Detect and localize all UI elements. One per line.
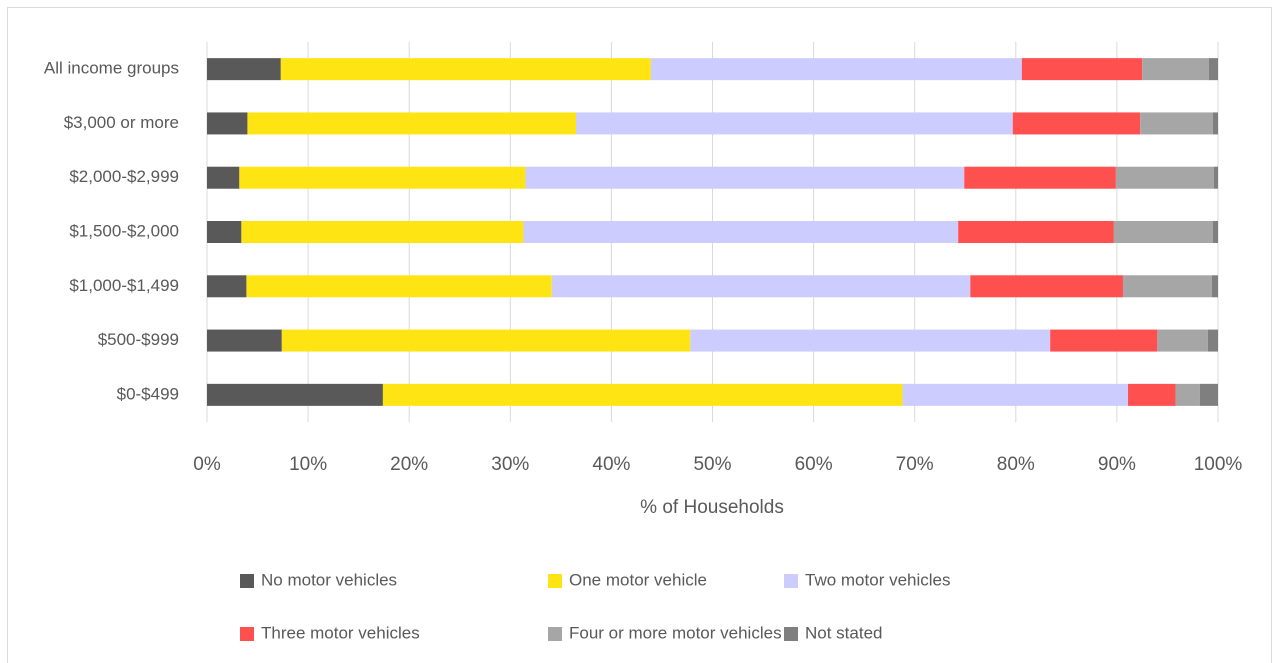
bar-segment [1113,221,1213,243]
bar-segment [1142,58,1209,81]
bar-segment [525,166,965,189]
bar-segment [207,383,383,406]
bar-segment [650,58,1022,81]
legend-swatch [548,627,562,641]
bar-segment [246,275,552,298]
bar-segment [1207,329,1218,352]
x-tick-label: 100% [1194,454,1243,475]
bar-segment [1115,166,1214,189]
legend-label: Not stated [805,623,883,642]
bar-segment [207,112,248,135]
bar-segment [970,275,1123,298]
x-tick-label: 90% [1098,454,1136,475]
legend-label: Four or more motor vehicles [569,623,782,642]
bar-segment [239,166,526,189]
legend-swatch [784,574,798,588]
x-tick-label: 80% [997,454,1035,475]
bar-segment [1208,58,1218,81]
bar-segment [1157,329,1208,352]
x-tick-label: 20% [390,454,428,475]
bar-segment [207,58,281,81]
bar-segment [964,166,1116,189]
legend-label: Two motor vehicles [805,570,951,589]
x-tick-label: 50% [693,454,731,475]
legend-label: One motor vehicle [569,570,707,589]
y-tick-label: $1,000-$1,499 [69,276,179,295]
bar-segment [1211,275,1218,298]
bar-segment [1213,166,1218,189]
bar-segment [1122,275,1212,298]
bar-segment [902,383,1129,406]
y-tick-label: $0-$499 [117,384,179,403]
legend-swatch [240,574,254,588]
legend-label: No motor vehicles [261,570,397,589]
x-tick-label: 30% [491,454,529,475]
bar-segment [523,221,959,243]
bar-segment [1212,221,1218,243]
x-axis-title: % of Households [640,497,784,518]
bar-segment [207,166,240,189]
bar-segment [247,112,577,135]
y-tick-label: $3,000 or more [64,113,179,132]
x-tick-label: 10% [289,454,327,475]
bar-segment [551,275,971,298]
bar-segment [382,383,903,406]
legend-swatch [240,627,254,641]
x-tick-label: 60% [795,454,833,475]
legend-label: Three motor vehicles [261,623,420,642]
x-tick-label: 70% [896,454,934,475]
bar-segment [207,221,242,243]
x-tick-label: 0% [193,454,221,475]
bar-segment [958,221,1114,243]
legend-swatch [784,627,798,641]
bar-segment [1175,383,1200,406]
bar-segment [1050,329,1158,352]
bar-segment [281,329,691,352]
bar-segment [576,112,1013,135]
bar-segment [241,221,524,243]
bar-segment [207,275,247,298]
bar-segment [1212,112,1218,135]
legend-swatch [548,574,562,588]
y-tick-label: $500-$999 [98,330,179,349]
y-tick-label: All income groups [44,59,179,78]
bar-segment [1012,112,1141,135]
bar-segment [1140,112,1213,135]
y-tick-label: $1,500-$2,000 [69,221,179,240]
bar-segment [280,58,651,81]
bar-segment [690,329,1051,352]
bar-segment [207,329,282,352]
bar-segment [1021,58,1143,81]
y-tick-label: $2,000-$2,999 [69,167,179,186]
bar-segment [1199,383,1218,406]
bar-segment [1128,383,1176,406]
x-tick-label: 40% [592,454,630,475]
